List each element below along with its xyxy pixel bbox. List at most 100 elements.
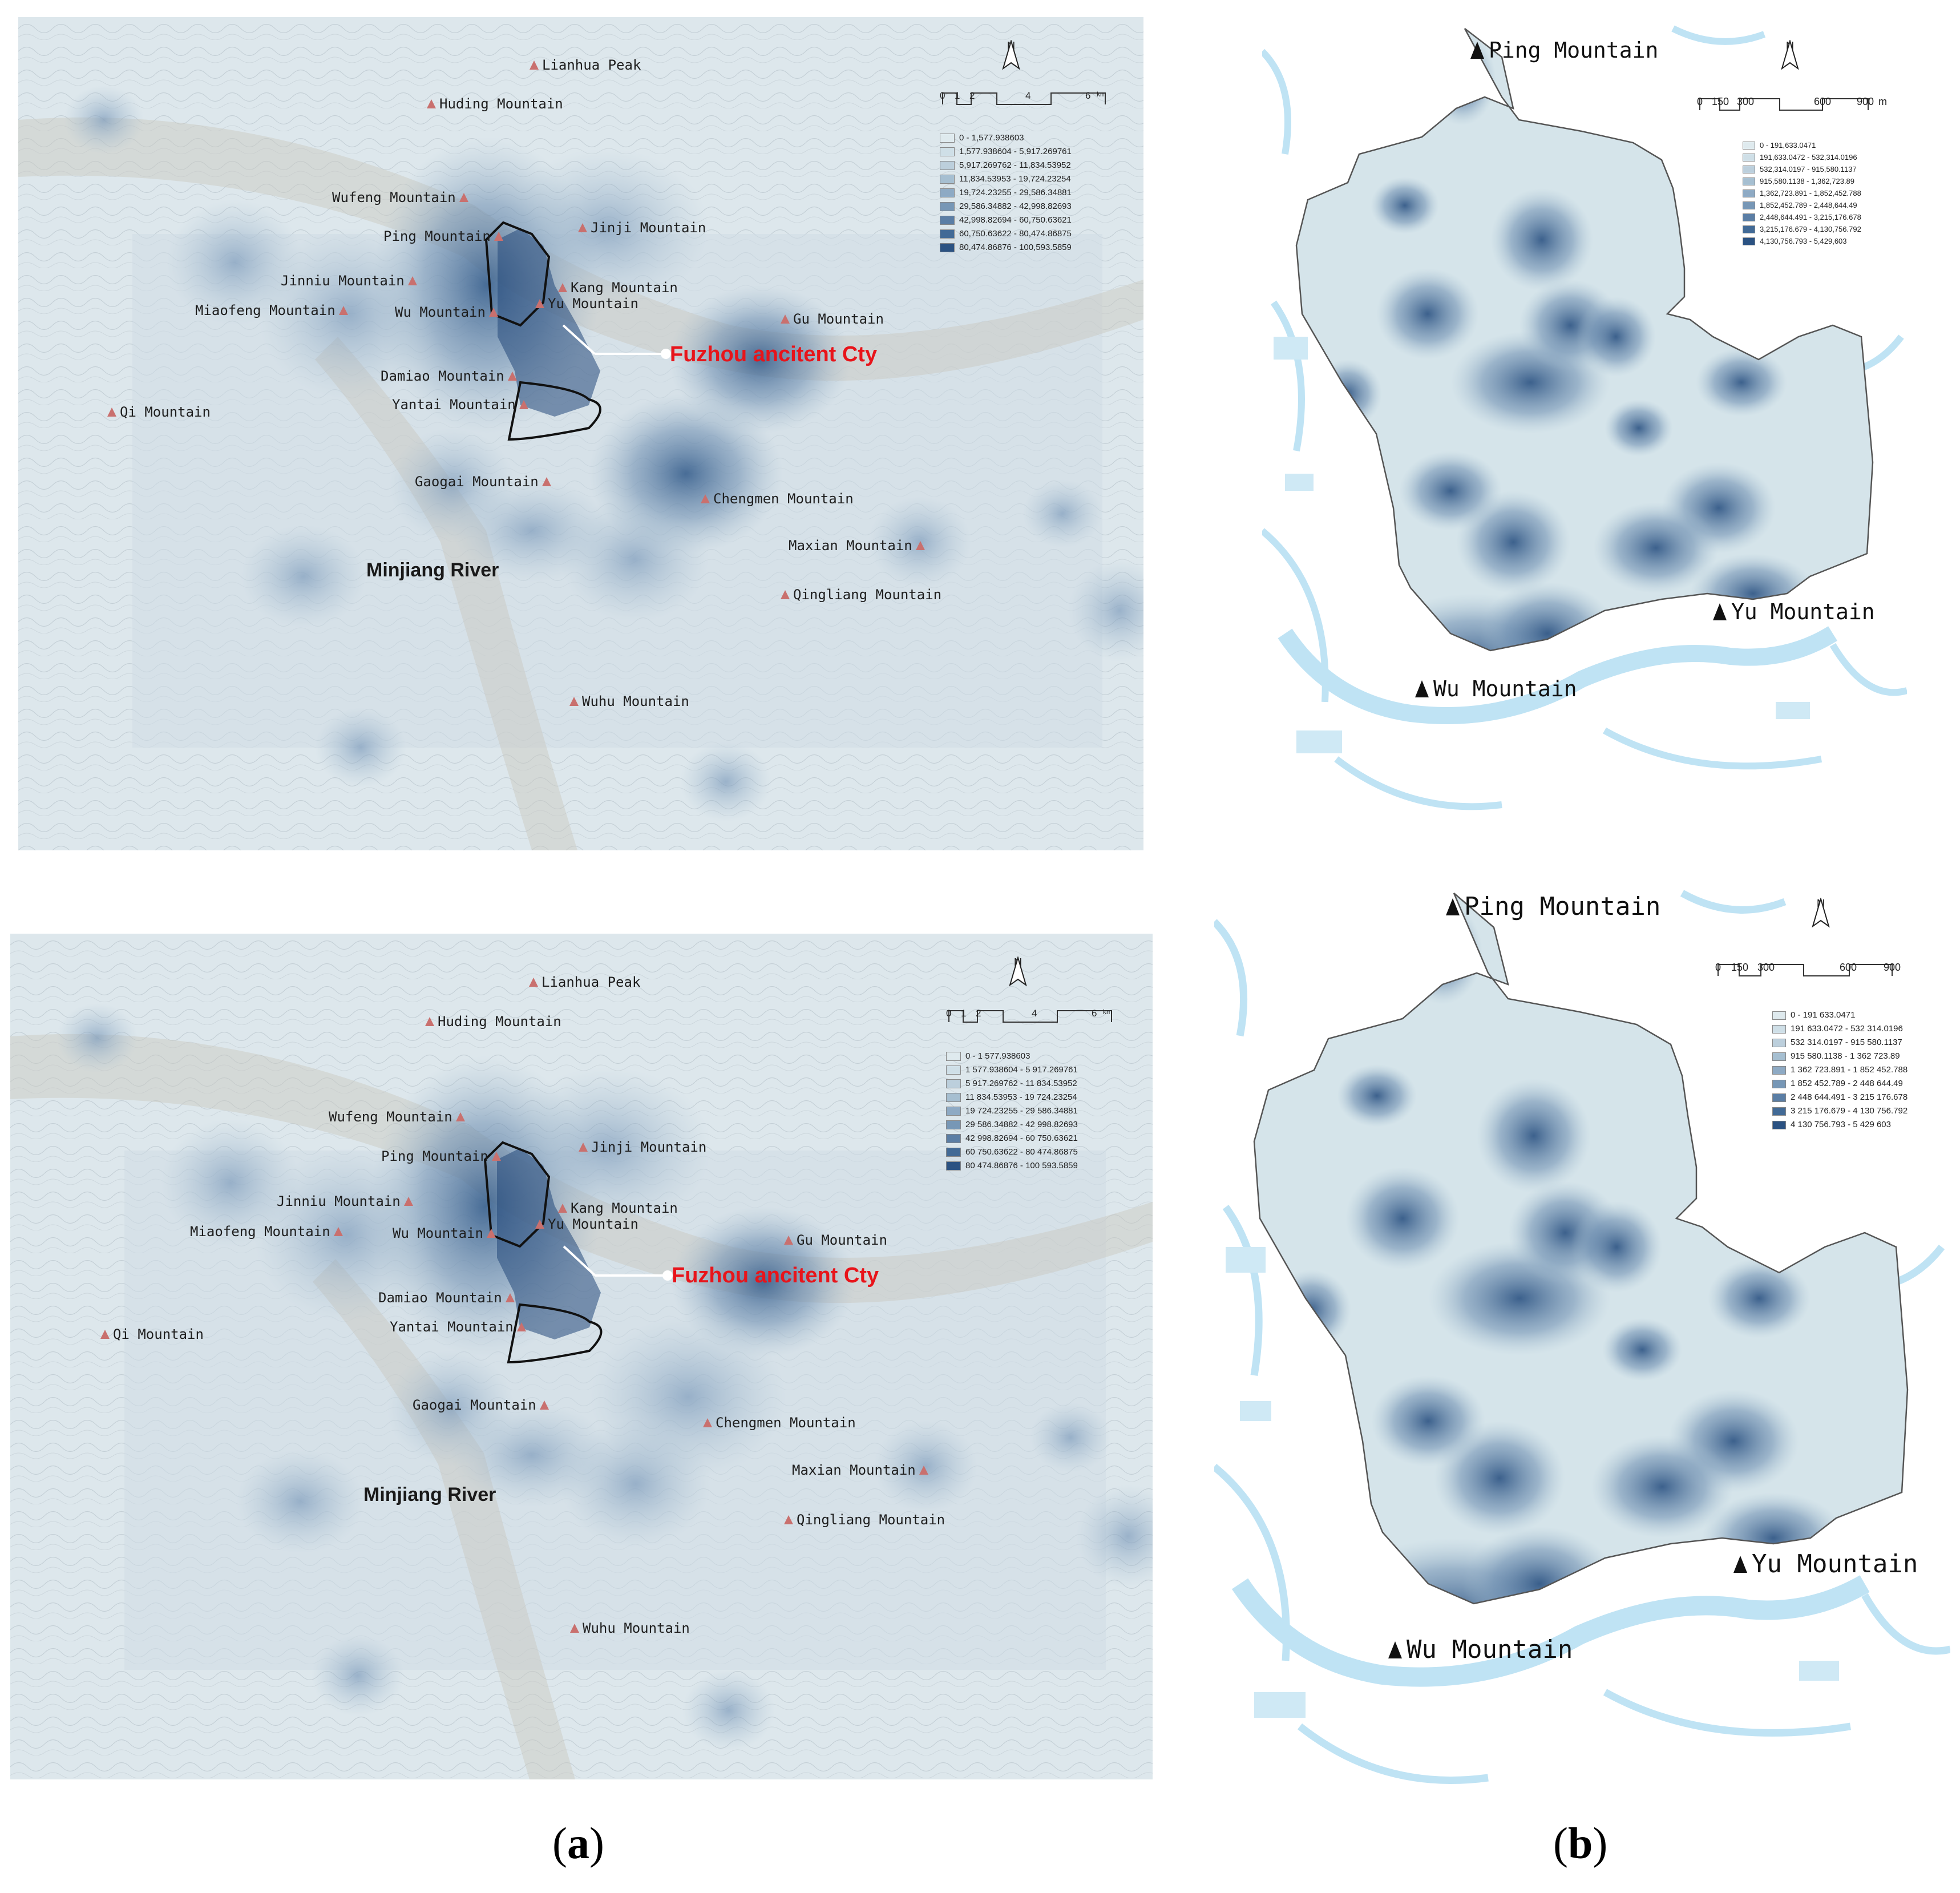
legend-swatch (1743, 165, 1755, 173)
scale-tick: 6 (1085, 90, 1091, 101)
mtn-label-a-top: Chengmen Mountain (697, 491, 854, 507)
legend-a-bottom: 0 - 1 577.938603 1 577.938604 - 5 917.26… (946, 1050, 1078, 1173)
mtn-label-a-top: Wu Mountain (395, 304, 502, 320)
legend-swatch (1772, 1065, 1786, 1075)
north-arrow: N (1809, 898, 1832, 928)
scale-tick: 600 (1814, 96, 1832, 107)
mtn-label-a-bottom: Jinniu Mountain (277, 1193, 417, 1209)
legend-row: 1,362,723.891 - 1,852,452.788 (1743, 187, 1861, 199)
mountain-marker-wu: Wu Mountain (1415, 676, 1577, 701)
north-arrow-icon (1002, 40, 1020, 70)
legend-row: 532,314.0197 - 915,580.1137 (1743, 163, 1861, 175)
mountain-triangle-icon (1713, 603, 1727, 620)
mountain-marker-yu: Yu Mountain (1733, 1549, 1918, 1579)
legend-swatch (1743, 237, 1755, 245)
panel-b-bottom: Ping Mountain Yu Mountain Wu Mountain N … (1214, 882, 1950, 1823)
legend-swatch (1772, 1052, 1786, 1061)
legend-row: 42 998.82694 - 60 750.63621 (946, 1132, 1078, 1145)
mtn-label-a-top: Maxian Mountain (789, 538, 928, 554)
mtn-label-a-bottom: Wuhu Mountain (567, 1620, 690, 1636)
north-arrow-icon (1812, 898, 1830, 928)
legend-row: 915,580.1138 - 1,362,723.89 (1743, 175, 1861, 187)
mtn-label-a-top: Huding Mountain (423, 96, 563, 112)
mtn-label-a-top: Jinji Mountain (575, 220, 706, 236)
scale-tick: 4 (1032, 1008, 1037, 1019)
mountain-triangle-icon (1446, 898, 1460, 915)
legend-row: 80 474.86876 - 100 593.5859 (946, 1159, 1078, 1173)
legend-row: 191 633.0472 - 532 314.0196 (1772, 1022, 1908, 1036)
legend-swatch (940, 202, 955, 211)
mtn-label-a-top: Wuhu Mountain (566, 693, 689, 709)
scale-bar-graphic (948, 1010, 1112, 1023)
mtn-label-a-bottom: Miaofeng Mountain (190, 1224, 346, 1240)
legend-swatch (946, 1148, 961, 1157)
scale-bar: 0 150 300 600 900 m (1697, 96, 1887, 111)
legend-swatch (946, 1107, 961, 1116)
scale-tick: 150 (1731, 962, 1749, 973)
scale-tick: 600 (1840, 962, 1857, 973)
legend-b-top: 0 - 191,633.0471 191,633.0472 - 532,314.… (1743, 139, 1861, 247)
legend-row: 29,586.34882 - 42,998.82693 (940, 200, 1072, 213)
mountain-triangle-icon (1733, 1555, 1747, 1573)
legend-swatch (1743, 141, 1755, 150)
mountain-marker-yu: Yu Mountain (1713, 599, 1875, 624)
legend-swatch (940, 216, 955, 225)
mtn-label-a-bottom: Ping Mountain (381, 1148, 504, 1164)
map-b-bottom-basemap (1214, 890, 1950, 1784)
legend-swatch (946, 1079, 961, 1088)
legend-swatch (1772, 1011, 1786, 1020)
legend-row: 42,998.82694 - 60,750.63621 (940, 213, 1072, 227)
scale-bar: 0 1 2 4 6 km (940, 90, 1117, 105)
mtn-label-a-bottom: Chengmen Mountain (700, 1415, 856, 1431)
legend-swatch (1772, 1079, 1786, 1088)
scale-unit: km (1097, 90, 1106, 98)
scale-bar-graphic (1717, 964, 1893, 976)
legend-row: 19 724.23255 - 29 586.34881 (946, 1104, 1078, 1118)
mtn-label-a-top: Wufeng Mountain (332, 189, 472, 205)
legend-swatch (940, 229, 955, 239)
legend-a-top: 0 - 1,577.938603 1,577.938604 - 5,917.26… (940, 131, 1072, 255)
legend-swatch (1743, 201, 1755, 209)
scale-tick: 2 (976, 1008, 981, 1019)
panel-b-top: Ping Mountain Yu Mountain Wu Mountain N … (1262, 17, 1907, 845)
legend-row: 4,130,756.793 - 5,429,603 (1743, 235, 1861, 247)
mtn-label-a-bottom: Huding Mountain (422, 1014, 561, 1030)
legend-swatch (1743, 153, 1755, 162)
mountain-marker-ping: Ping Mountain (1446, 892, 1660, 921)
legend-row: 191,633.0472 - 532,314.0196 (1743, 151, 1861, 163)
legend-swatch (1743, 225, 1755, 233)
mtn-label-a-bottom: Kang Mountain (555, 1200, 678, 1216)
legend-swatch (1772, 1093, 1786, 1102)
caption-b: (b) (1553, 1818, 1608, 1868)
mountain-triangle-icon (1415, 680, 1429, 697)
legend-swatch (946, 1065, 961, 1075)
scale-tick: 150 (1712, 96, 1729, 107)
legend-row: 0 - 191,633.0471 (1743, 139, 1861, 151)
mtn-label-a-bottom: Yu Mountain (532, 1216, 638, 1232)
legend-row: 5 917.269762 - 11 834.53952 (946, 1077, 1078, 1091)
legend-row: 1 577.938604 - 5 917.269761 (946, 1063, 1078, 1077)
legend-row: 11 834.53953 - 19 724.23254 (946, 1091, 1078, 1104)
legend-row: 1 852 452.789 - 2 448 644.49 (1772, 1077, 1908, 1091)
legend-swatch (1743, 213, 1755, 221)
legend-swatch (940, 161, 955, 170)
map-b-top-basemap (1262, 25, 1907, 810)
caption-a: (a) (552, 1818, 604, 1868)
north-arrow-icon (1009, 956, 1027, 987)
mtn-label-a-bottom: Damiao Mountain (378, 1290, 518, 1306)
mtn-label-a-top: Yu Mountain (532, 296, 638, 312)
scale-tick: 2 (969, 90, 975, 101)
panel-a-top: Lianhua Peak Huding Mountain Wufeng Moun… (18, 17, 1143, 850)
scale-tick: 1 (955, 90, 960, 101)
mtn-label-a-top: Ping Mountain (383, 228, 507, 244)
scale-tick: 900 (1884, 962, 1901, 973)
mtn-label-a-bottom: Gaogai Mountain (413, 1397, 552, 1413)
legend-row: 0 - 191 633.0471 (1772, 1008, 1908, 1022)
scale-unit: m (1878, 96, 1887, 107)
mtn-label-a-top: Qingliang Mountain (777, 587, 941, 603)
scale-tick: 4 (1025, 90, 1031, 101)
mtn-label-a-bottom: Qi Mountain (97, 1326, 204, 1342)
legend-row: 11,834.53953 - 19,724.23254 (940, 172, 1072, 186)
legend-swatch (940, 175, 955, 184)
panel-a-bottom: Lianhua Peak Huding Mountain Wufeng Moun… (10, 934, 1153, 1779)
